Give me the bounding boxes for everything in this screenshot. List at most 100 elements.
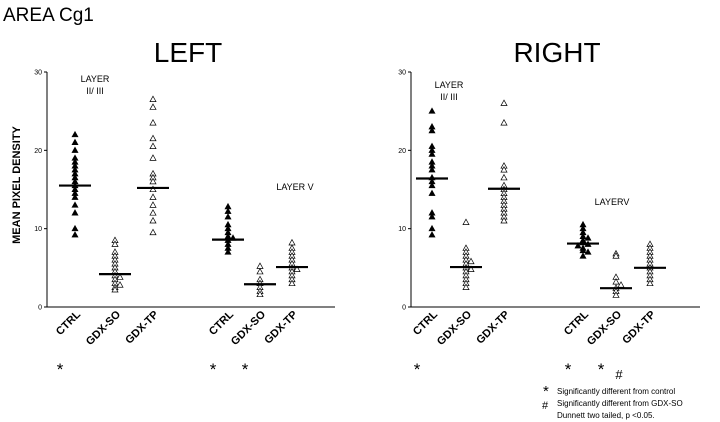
data-point [71,201,79,208]
y-tick-label: 0 [402,305,406,312]
significance-star: * [57,360,64,379]
data-point [500,99,508,106]
figure-title: AREA Cg1 [3,5,94,26]
data-point [149,193,157,200]
category-label: GDX-TP [620,309,658,347]
panel-title-left: LEFT [154,37,222,68]
data-point [500,118,508,126]
panel-title-right: RIGHT [513,37,600,68]
data-point [500,165,508,173]
data-point [111,285,119,293]
category-label: GDX-SO [229,308,268,347]
y-tick-label: 20 [398,148,406,155]
significance-hash: # [615,367,623,382]
data-point [71,138,79,145]
data-point [224,248,232,255]
data-point [71,146,79,153]
data-point [428,189,436,196]
data-point [462,283,470,290]
y-tick-label: 0 [38,305,42,312]
data-point [149,228,157,236]
y-tick-label: 30 [34,70,42,77]
data-point [149,201,157,208]
data-point [149,209,157,216]
data-point [149,154,157,161]
data-point [149,216,157,224]
data-point [584,248,592,255]
data-point [149,95,157,102]
data-point [288,279,296,287]
data-point [256,262,264,269]
data-point [293,265,301,272]
data-point [617,281,625,288]
data-point [500,216,508,224]
data-point [71,224,79,232]
data-point [462,218,470,225]
y-tick-label: 20 [34,148,42,155]
significance-star: * [210,360,217,379]
layer-label: II/ III [440,92,458,102]
data-point [116,281,124,288]
category-label: CTRL [562,308,591,337]
data-point [428,107,436,114]
data-point [574,242,582,249]
data-point [467,257,475,265]
data-point [71,209,79,216]
significance-star: * [565,360,572,379]
data-point [71,130,79,138]
data-point [428,224,436,232]
data-point [149,177,157,185]
y-axis-label: MEAN PIXEL DENSITY [11,125,23,243]
category-label: GDX-TP [123,309,161,347]
data-point [428,181,436,189]
category-label: GDX-TP [474,309,512,347]
layer-label: II/ III [86,86,104,96]
y-tick-label: 10 [34,226,42,233]
significance-star: * [598,360,605,379]
data-point [428,150,436,157]
data-point [500,173,508,181]
data-point [111,240,119,247]
data-point [224,213,232,220]
data-point [149,118,157,126]
category-label: GDX-SO [585,308,624,347]
data-point [584,234,592,241]
legend-text-hash: Significantly different from GDX-SO [557,399,683,408]
category-label: CTRL [54,308,83,337]
data-point [467,265,475,272]
y-tick-label: 10 [398,226,406,233]
data-point [612,291,620,298]
data-point [149,103,157,110]
data-point [288,238,296,246]
significance-star: * [242,360,249,379]
data-point [646,279,654,287]
data-point [71,193,79,200]
data-point [149,134,157,142]
data-point [256,267,264,275]
layer-label: LAYER [81,74,110,84]
category-label: GDX-SO [435,308,474,347]
data-point [428,126,436,134]
category-label: GDX-SO [84,308,123,347]
legend: * Significantly different from control #… [542,383,683,420]
data-point [256,290,264,298]
category-label: GDX-TP [262,309,300,347]
category-label: CTRL [207,308,236,337]
data-point [612,252,620,259]
data-point [428,166,436,173]
layer-label: LAYER [435,80,464,90]
data-point [428,213,436,220]
layer-label: LAYERV [595,197,630,207]
layer-label: LAYER V [276,182,313,192]
data-point [612,278,620,285]
significance-star: * [414,360,421,379]
data-point [579,252,587,259]
legend-text-test: Dunnett two tailed, p <0.05. [557,411,655,420]
category-label: CTRL [411,308,440,337]
y-tick-label: 30 [398,70,406,77]
data-point [116,273,124,280]
legend-text-star: Significantly different from control [557,387,675,396]
